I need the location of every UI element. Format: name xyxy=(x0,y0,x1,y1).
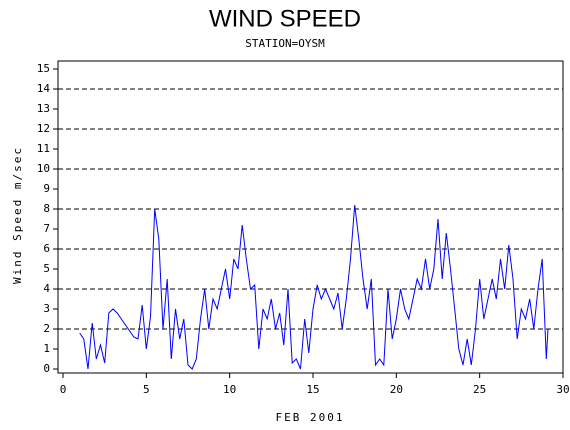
y-tick-label: 12 xyxy=(37,122,50,135)
y-tick-label: 6 xyxy=(43,242,50,255)
y-tick-label: 13 xyxy=(37,102,50,115)
y-tick-label: 9 xyxy=(43,182,50,195)
y-tick-label: 10 xyxy=(37,162,50,175)
x-axis-label: FEB 2001 xyxy=(276,411,345,424)
y-tick-label: 4 xyxy=(43,282,50,295)
y-tick-label: 2 xyxy=(43,322,50,335)
x-tick-label: 20 xyxy=(390,383,403,396)
y-tick-label: 1 xyxy=(43,342,50,355)
y-tick-label: 15 xyxy=(37,62,50,75)
data-line xyxy=(79,204,549,370)
chart-subtitle: STATION=OYSM xyxy=(245,37,325,50)
x-tick-label: 0 xyxy=(60,383,67,396)
y-tick-label: 8 xyxy=(43,202,50,215)
y-tick-label: 14 xyxy=(37,82,51,95)
chart-title: WIND SPEED xyxy=(209,5,361,32)
y-tick-label: 3 xyxy=(43,302,50,315)
plot-frame xyxy=(57,60,564,374)
x-tick-label: 5 xyxy=(143,383,150,396)
x-tick-label: 15 xyxy=(306,383,319,396)
x-tick-label: 25 xyxy=(473,383,486,396)
y-tick-label: 7 xyxy=(43,222,50,235)
y-axis-label: Wind Speed m/sec xyxy=(11,146,24,284)
y-tick-label: 5 xyxy=(43,262,50,275)
y-tick-label: 11 xyxy=(37,142,50,155)
x-tick-label: 30 xyxy=(556,383,569,396)
x-tick-label: 10 xyxy=(223,383,236,396)
y-tick-label: 0 xyxy=(43,362,50,375)
